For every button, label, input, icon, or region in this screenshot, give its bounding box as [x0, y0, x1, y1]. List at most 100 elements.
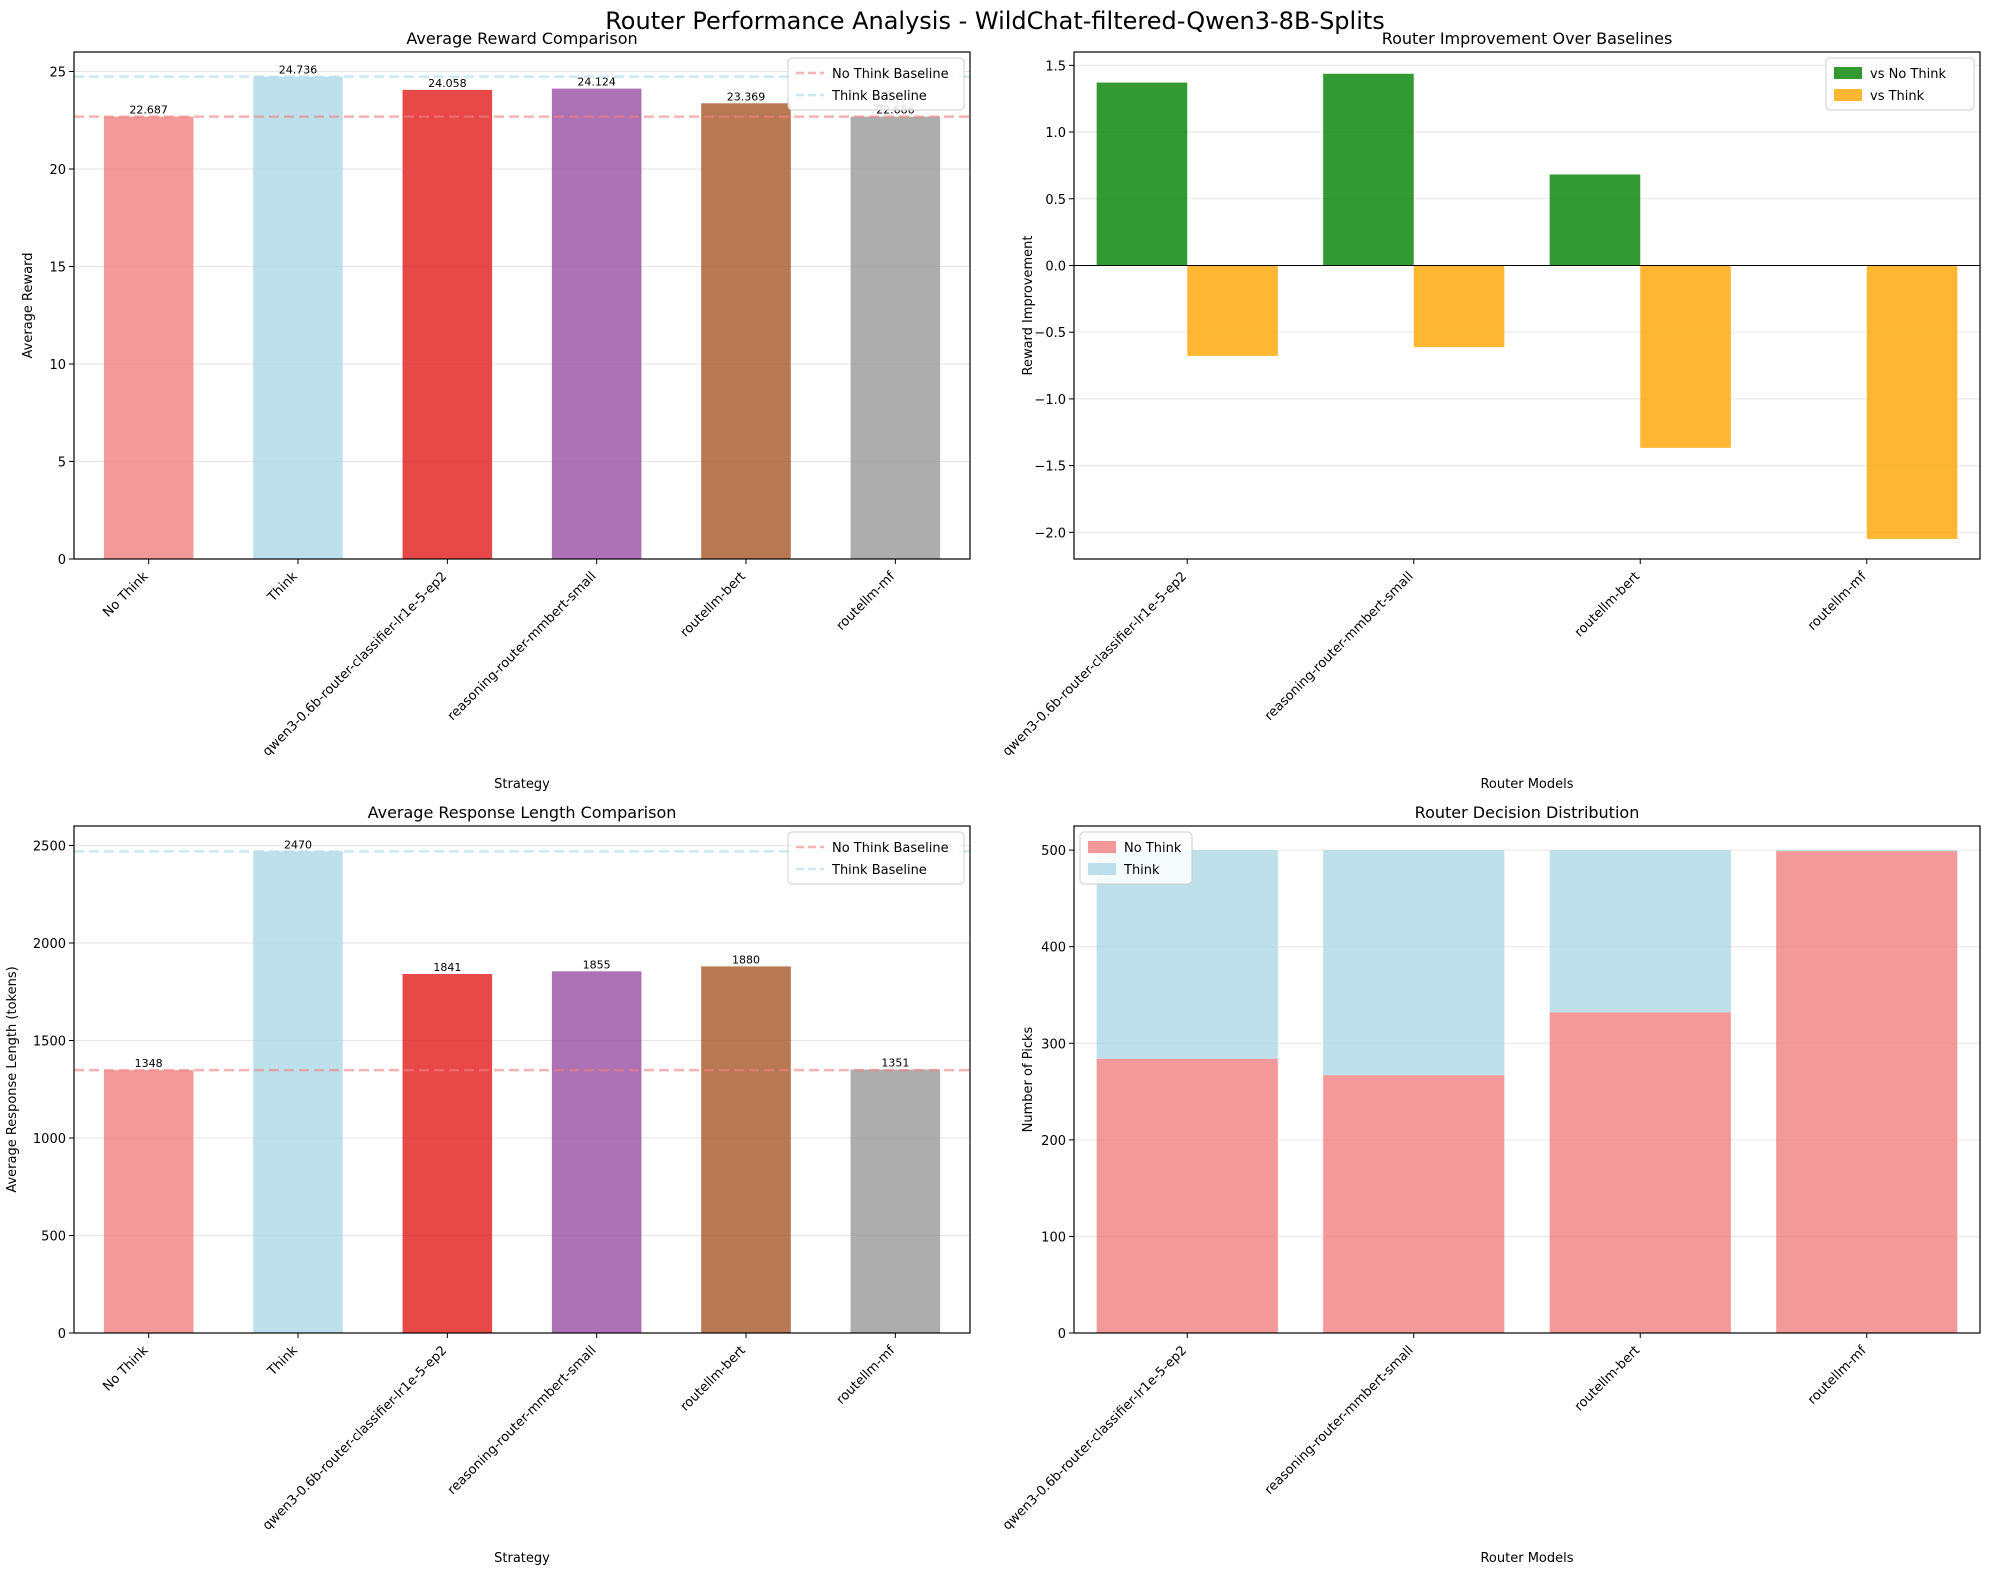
x-tick-label: No Think: [100, 1343, 152, 1395]
x-tick-label: qwen3-0.6b-router-classifier-lr1e-5-ep2: [1000, 569, 1190, 759]
bar: [103, 1070, 194, 1333]
stacked-bar-segment: [1323, 1075, 1505, 1333]
legend: No Think Think: [1079, 831, 1193, 885]
legend-swatch: [1088, 863, 1116, 875]
bar: [701, 966, 791, 1333]
x-tick-label: reasoning-router-mmbert-small: [1262, 569, 1417, 724]
y-tick-label: −1.0: [1034, 393, 1066, 408]
bar: [1549, 174, 1641, 266]
panel-improvement: −2.0 −1.5 −1.0 −0.5 0.0 0.5 1.0 1.5 qwen3-0.6b-r…: [1000, 29, 1981, 792]
bar: [103, 116, 194, 559]
x-tick-label: routellm-bert: [1572, 1343, 1643, 1414]
panel-title: Average Reward Comparison: [406, 29, 637, 48]
legend: No Think Baseline Think Baseline: [787, 831, 965, 885]
x-axis-label: Router Models: [1480, 777, 1573, 792]
panel-decisions: 0 100 200 300 400 500 qwen3-0.6b-router-classi…: [1000, 803, 1981, 1566]
x-tick-label: reasoning-router-mmbert-small: [445, 1343, 600, 1498]
stacked-bar-segment: [1323, 850, 1505, 1076]
panel-reward: 22.68724.73624.05824.12423.36922.6860510…: [21, 29, 971, 792]
y-axis-label: Average Reward: [21, 253, 36, 359]
panel-title: Router Improvement Over Baselines: [1382, 29, 1673, 48]
y-tick-label: 500: [41, 1230, 66, 1245]
bar: [551, 88, 642, 559]
y-tick-label: 15: [49, 261, 66, 276]
bar: [1640, 265, 1731, 448]
bar: [402, 974, 493, 1333]
bar: [1096, 82, 1188, 266]
y-tick-label: 400: [1041, 941, 1066, 956]
x-tick-label: Think: [264, 1343, 301, 1380]
panel-title: Router Decision Distribution: [1415, 803, 1640, 822]
y-tick-label: 0: [58, 553, 66, 568]
axes-frame: [73, 51, 971, 560]
y-tick-label: 300: [1041, 1037, 1066, 1052]
bar-value-label: 22.687: [129, 104, 168, 117]
legend-swatch: [1834, 89, 1862, 101]
x-tick-label: reasoning-router-mmbert-small: [445, 569, 600, 724]
legend: vs No Think vs Think: [1825, 57, 1975, 111]
axes-frame: [73, 825, 971, 1334]
x-axis-label: Router Models: [1480, 1551, 1573, 1566]
x-tick-label: routellm-bert: [678, 1343, 749, 1414]
bar: [402, 89, 493, 559]
y-tick-label: 0.5: [1045, 193, 1066, 208]
y-tick-label: −0.5: [1034, 326, 1066, 341]
x-tick-label: routellm-mf: [834, 1343, 899, 1408]
y-tick-label: −2.0: [1034, 526, 1066, 541]
y-axis-label: Average Response Length (tokens): [5, 966, 20, 1192]
stacked-bar-segment: [1776, 851, 1958, 1333]
y-tick-label: 200: [1041, 1134, 1066, 1149]
y-tick-label: 1.0: [1045, 126, 1066, 141]
legend-box: [787, 831, 965, 885]
legend-label: No Think Baseline: [832, 67, 949, 82]
y-tick-label: 25: [49, 66, 66, 81]
bar-value-label: 1841: [433, 961, 461, 974]
y-tick-label: 2500: [33, 840, 66, 855]
bar-value-label: 1880: [732, 953, 760, 966]
x-tick-label: routellm-bert: [678, 569, 749, 640]
x-axis-label: Strategy: [494, 777, 550, 792]
x-tick-label: Think: [264, 569, 301, 606]
stacked-bar-segment: [1776, 850, 1958, 852]
y-tick-label: 0.0: [1045, 259, 1066, 274]
legend-label: vs Think: [1870, 89, 1925, 104]
bar: [253, 76, 343, 559]
legend-label: Think Baseline: [831, 89, 927, 104]
bar: [1413, 265, 1505, 348]
panel-title: Average Response Length Comparison: [368, 803, 677, 822]
y-tick-label: −1.5: [1034, 460, 1066, 475]
axes-frame: [1073, 51, 1981, 560]
stacked-bar-segment: [1096, 850, 1278, 1059]
x-tick-label: routellm-bert: [1572, 569, 1643, 640]
panel-length: 1348 2470 1841 1855 1880 1351 0 500 1000 1500 2000…: [5, 803, 971, 1566]
x-tick-label: qwen3-0.6b-router-classifier-lr1e-5-ep2: [260, 1343, 450, 1533]
stacked-bar-segment: [1549, 850, 1731, 1013]
x-tick-label: routellm-mf: [834, 569, 899, 634]
y-axis-label: Reward Improvement: [1021, 236, 1036, 376]
legend-swatch: [1088, 841, 1116, 853]
axes-frame: [1073, 825, 1981, 1334]
bar-value-label: 24.736: [279, 64, 318, 77]
x-axis-label: Strategy: [494, 1551, 550, 1566]
bar-value-label: 23.369: [727, 90, 766, 103]
legend-box: [787, 57, 965, 111]
stacked-bar-segment: [1096, 1058, 1278, 1333]
y-tick-label: 5: [58, 456, 66, 471]
bar-value-label: 1348: [135, 1057, 163, 1070]
y-tick-label: 1000: [33, 1132, 66, 1147]
legend-swatch: [1834, 67, 1862, 79]
bar: [1866, 265, 1958, 539]
x-tick-label: qwen3-0.6b-router-classifier-lr1e-5-ep2: [260, 569, 450, 759]
y-tick-label: 1.5: [1045, 59, 1066, 74]
bar: [701, 103, 791, 559]
legend-label: No Think Baseline: [832, 841, 949, 856]
y-tick-label: 20: [49, 163, 66, 178]
legend: No Think Baseline Think Baseline: [787, 57, 965, 111]
bar: [1323, 73, 1414, 266]
stacked-bar-segment: [1549, 1012, 1731, 1333]
x-tick-label: reasoning-router-mmbert-small: [1262, 1343, 1417, 1498]
y-tick-label: 10: [49, 358, 66, 373]
bar-value-label: 1855: [583, 958, 611, 971]
bar-value-label: 24.058: [428, 77, 467, 90]
